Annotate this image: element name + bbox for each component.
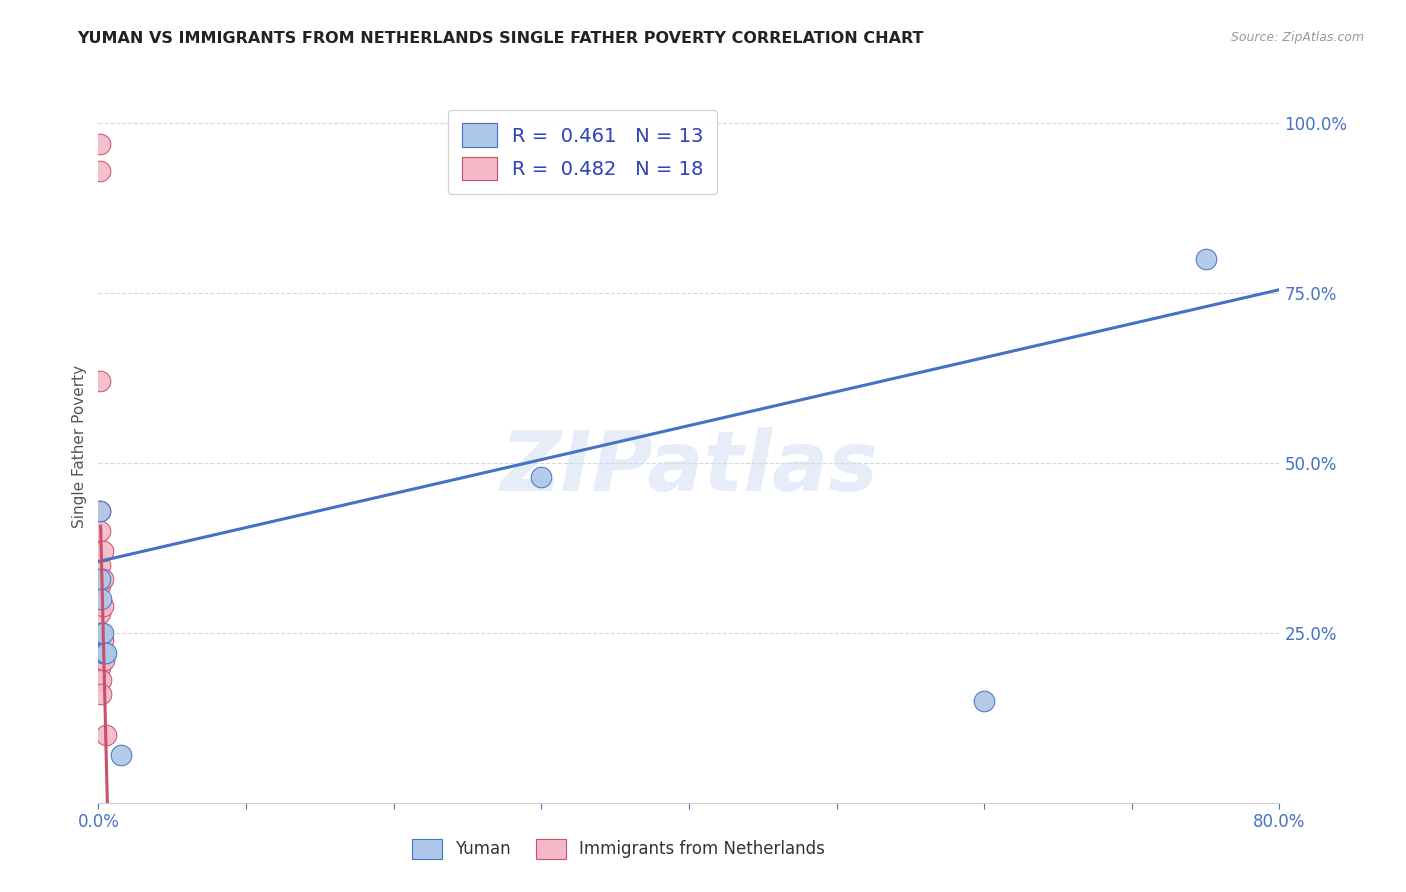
Point [91,632,114,647]
Point [89,606,111,620]
Point [91,599,114,613]
Text: ZIPatlas: ZIPatlas [501,427,877,508]
Point [90,591,112,606]
Point [89,503,111,517]
Point [89,503,111,517]
Point [110,748,132,763]
Point [89,558,111,572]
Point [89,163,111,178]
Point [93,653,115,667]
Point [91,626,114,640]
Point [94,728,117,742]
Point [89,572,111,586]
Legend: R =  0.461   N = 13, R =  0.482   N = 18: R = 0.461 N = 13, R = 0.482 N = 18 [449,110,717,194]
Point [90,673,112,688]
Legend: Yuman, Immigrants from Netherlands: Yuman, Immigrants from Netherlands [405,832,832,866]
Point [89,524,111,538]
Point [89,578,111,592]
Point [91,646,114,660]
Point [973,694,995,708]
Point [89,136,111,151]
Point [89,660,111,674]
Point [89,375,111,389]
Point [91,544,114,558]
Point [89,640,111,654]
Point [91,572,114,586]
Y-axis label: Single Father Poverty: Single Father Poverty [72,365,87,527]
Text: Source: ZipAtlas.com: Source: ZipAtlas.com [1230,31,1364,45]
Point [90,626,112,640]
Point [93,646,115,660]
Point [1195,252,1218,266]
Point [530,469,553,483]
Text: YUMAN VS IMMIGRANTS FROM NETHERLANDS SINGLE FATHER POVERTY CORRELATION CHART: YUMAN VS IMMIGRANTS FROM NETHERLANDS SIN… [77,31,924,46]
Point [94,646,117,660]
Point [90,687,112,701]
